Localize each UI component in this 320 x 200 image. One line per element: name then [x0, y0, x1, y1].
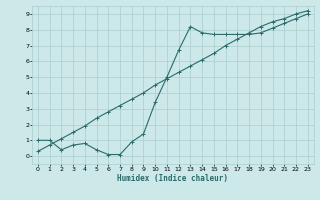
X-axis label: Humidex (Indice chaleur): Humidex (Indice chaleur)	[117, 174, 228, 183]
